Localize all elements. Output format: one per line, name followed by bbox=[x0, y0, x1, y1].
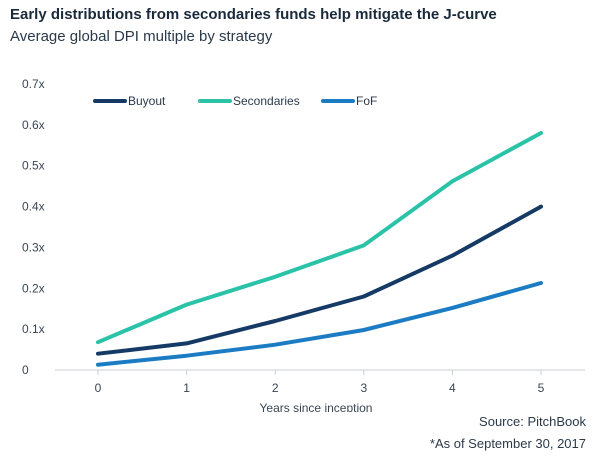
y-tick-label: 0.4x bbox=[22, 200, 45, 214]
x-tick-label: 3 bbox=[360, 381, 367, 395]
chart-series bbox=[96, 131, 543, 367]
x-tick-label: 0 bbox=[95, 381, 102, 395]
x-axis-label: Years since inception bbox=[260, 401, 373, 412]
x-tick-label: 4 bbox=[449, 381, 456, 395]
y-tick-label: 0.5x bbox=[22, 159, 45, 173]
series-line-buyout bbox=[96, 204, 543, 356]
x-tick-label: 1 bbox=[183, 381, 190, 395]
x-tick-label: 5 bbox=[538, 381, 545, 395]
legend-label: Secondaries bbox=[233, 94, 300, 108]
date-note: *As of September 30, 2017 bbox=[429, 436, 586, 451]
y-tick-label: 0.2x bbox=[22, 281, 45, 295]
legend-label: Buyout bbox=[128, 94, 166, 108]
y-axis-ticks: 0 0.1x 0.2x 0.3x 0.4x 0.5x 0.6x 0.7x bbox=[22, 77, 45, 377]
source-note: Source: PitchBook bbox=[479, 414, 586, 429]
line-chart: Buyout Secondaries FoF 0 0.1x 0.2x 0.3x 0.4x 0.… bbox=[22, 77, 585, 412]
legend-label: FoF bbox=[356, 94, 377, 108]
x-axis-ticks: 0 1 2 3 4 5 bbox=[95, 370, 545, 395]
y-tick-label: 0 bbox=[22, 363, 29, 377]
series-line-fof bbox=[96, 281, 543, 367]
y-tick-label: 0.7x bbox=[22, 77, 45, 91]
x-tick-label: 2 bbox=[272, 381, 279, 395]
y-tick-label: 0.3x bbox=[22, 240, 45, 254]
chart-title: Early distributions from secondaries fun… bbox=[10, 6, 497, 23]
y-tick-label: 0.6x bbox=[22, 118, 45, 132]
chart-subtitle: Average global DPI multiple by strategy bbox=[10, 28, 273, 45]
series-line-secondaries bbox=[96, 131, 543, 345]
y-tick-label: 0.1x bbox=[22, 322, 45, 336]
chart-legend: Buyout Secondaries FoF bbox=[93, 94, 377, 108]
